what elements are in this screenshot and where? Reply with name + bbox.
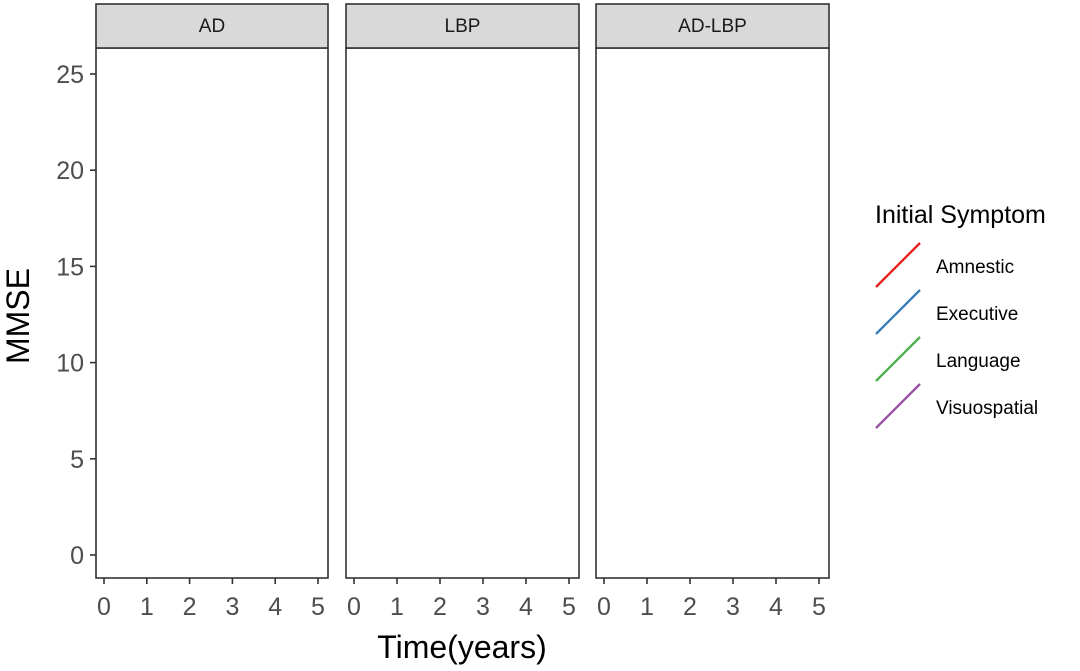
x-tick-label: 2 bbox=[433, 593, 447, 621]
x-tick-label: 1 bbox=[140, 593, 154, 621]
legend-item-visuospatial: Visuospatial bbox=[875, 383, 1038, 429]
legend-key-amnestic bbox=[875, 242, 921, 288]
y-axis-title: MMSE bbox=[0, 268, 36, 364]
x-tick-label: 4 bbox=[268, 593, 282, 621]
y-tick-label: 5 bbox=[70, 446, 84, 474]
x-tick-label: 2 bbox=[683, 593, 697, 621]
x-tick-label: 0 bbox=[97, 593, 111, 621]
panel-border bbox=[595, 47, 830, 579]
x-tick-label: 5 bbox=[311, 593, 325, 621]
x-tick-label: 5 bbox=[812, 593, 826, 621]
x-tick-label: 4 bbox=[519, 593, 533, 621]
y-axis: 0 5 10 15 20 25 bbox=[56, 61, 96, 570]
panels-group: AD LBP AD-LBP bbox=[95, 3, 830, 579]
panel-border bbox=[345, 47, 580, 579]
legend-label-language: Language bbox=[936, 351, 1021, 372]
legend-item-amnestic: Amnestic bbox=[875, 242, 1014, 288]
x-tick-label: 5 bbox=[562, 593, 576, 621]
facet-strip-label: AD-LBP bbox=[678, 16, 747, 37]
facet-strip bbox=[595, 3, 830, 49]
legend-title: Initial Symptom bbox=[875, 201, 1046, 229]
legend-key-executive bbox=[875, 289, 921, 335]
legend-key-visuospatial bbox=[875, 383, 921, 429]
y-tick-label: 25 bbox=[56, 61, 84, 89]
x-axis-title: Time(years) bbox=[377, 629, 546, 665]
x-tick-label: 4 bbox=[769, 593, 783, 621]
facet-strip-label: AD bbox=[199, 16, 225, 37]
y-tick-label: 15 bbox=[56, 253, 84, 281]
legend-key-language bbox=[875, 336, 921, 382]
x-tick-label: 2 bbox=[183, 593, 197, 621]
legend-item-language: Language bbox=[875, 336, 1021, 382]
x-tick-label: 0 bbox=[347, 593, 361, 621]
facet-strip bbox=[95, 3, 329, 49]
x-tick-label: 3 bbox=[476, 593, 490, 621]
x-tick-label: 1 bbox=[390, 593, 404, 621]
x-tick-label: 1 bbox=[640, 593, 654, 621]
panel-border bbox=[95, 47, 329, 579]
y-tick-label: 10 bbox=[56, 350, 84, 378]
x-tick-label: 3 bbox=[225, 593, 239, 621]
legend-label-amnestic: Amnestic bbox=[936, 257, 1014, 278]
legend-label-visuospatial: Visuospatial bbox=[936, 398, 1038, 419]
x-tick-label: 0 bbox=[597, 593, 611, 621]
facet-strip bbox=[345, 3, 580, 49]
facet-strip-label: LBP bbox=[445, 16, 481, 37]
facet-panel-lbp: LBP bbox=[345, 3, 580, 579]
facet-panel-ad-lbp: AD-LBP bbox=[595, 3, 830, 579]
x-tick-label: 3 bbox=[726, 593, 740, 621]
legend-label-executive: Executive bbox=[936, 304, 1018, 325]
y-tick-label: 0 bbox=[70, 542, 84, 570]
y-tick-label: 20 bbox=[56, 157, 84, 185]
legend-item-executive: Executive bbox=[875, 289, 1018, 335]
legend-items: Amnestic Executive Language Visuospatial bbox=[875, 242, 1038, 429]
facet-panel-ad: AD bbox=[95, 3, 329, 579]
legend: Initial Symptom Amnestic Executive Languag… bbox=[875, 201, 1046, 429]
